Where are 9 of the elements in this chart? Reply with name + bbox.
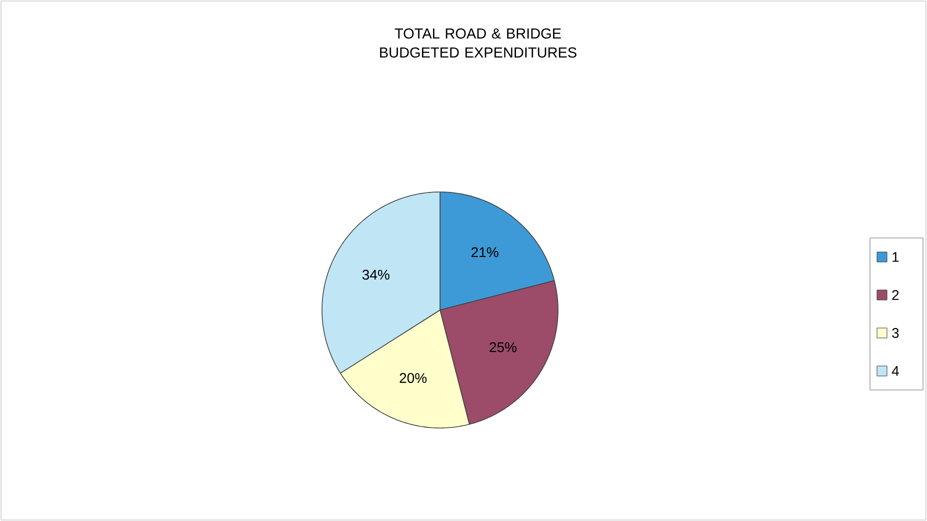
chart-title: TOTAL ROAD & BRIDGE BUDGETED EXPENDITURES xyxy=(380,28,576,58)
data-label: 25% xyxy=(490,342,516,352)
legend-label: 2 xyxy=(892,290,899,300)
legend-label: 4 xyxy=(892,366,899,376)
legend-label: 3 xyxy=(892,328,899,338)
legend-label: 1 xyxy=(892,252,899,262)
data-label: 21% xyxy=(472,247,498,258)
data-label: 34% xyxy=(362,270,390,280)
data-label: 20% xyxy=(400,373,427,383)
